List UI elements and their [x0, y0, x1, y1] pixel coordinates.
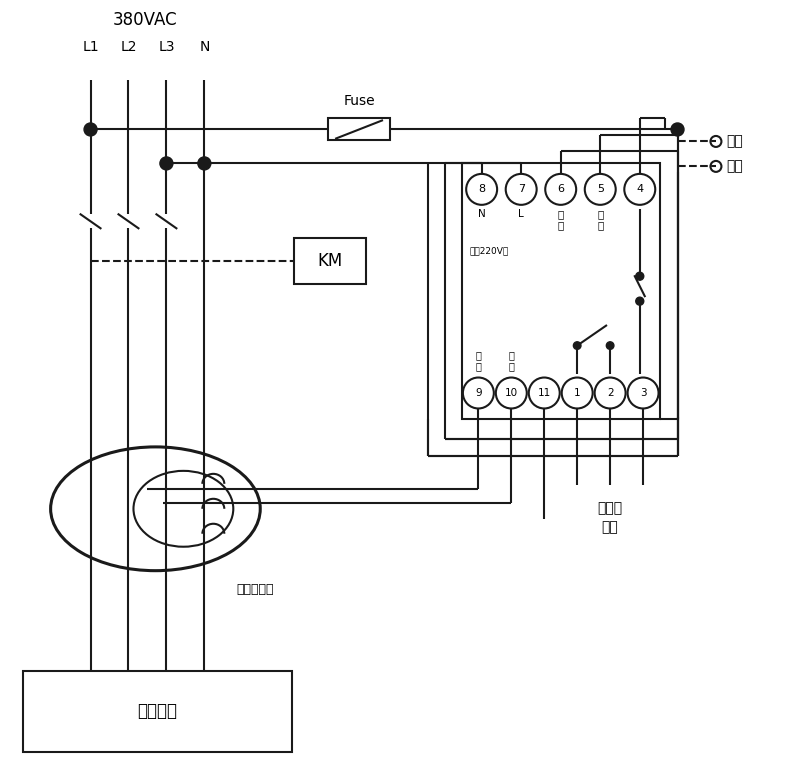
Bar [328, 119, 390, 141]
Text: 用户设备: 用户设备 [138, 702, 178, 720]
Text: Fuse: Fuse [343, 94, 375, 108]
Text: KM: KM [318, 252, 342, 270]
Circle shape [574, 342, 581, 349]
Text: 零序互感器: 零序互感器 [237, 583, 274, 596]
Text: L2: L2 [120, 40, 137, 54]
Circle shape [84, 123, 97, 136]
Text: 自锁: 自锁 [726, 134, 743, 148]
Bar [294, 238, 366, 284]
Text: L3: L3 [158, 40, 174, 54]
Text: 2: 2 [607, 388, 614, 398]
Text: N: N [478, 209, 486, 219]
Text: 7: 7 [518, 184, 525, 194]
Text: 11: 11 [538, 388, 551, 398]
Circle shape [636, 273, 644, 280]
Bar [22, 671, 292, 752]
Circle shape [198, 157, 211, 170]
Text: 电源220V～: 电源220V～ [470, 247, 509, 255]
Text: 接声光
报警: 接声光 报警 [598, 501, 622, 534]
Text: L: L [518, 209, 524, 219]
Bar [462, 163, 659, 419]
Circle shape [160, 157, 173, 170]
Text: 信
号: 信 号 [475, 350, 482, 371]
Text: 5: 5 [597, 184, 604, 194]
Text: 380VAC: 380VAC [113, 11, 178, 29]
Text: 9: 9 [475, 388, 482, 398]
Text: 信
号: 信 号 [508, 350, 514, 371]
Circle shape [671, 123, 684, 136]
Text: 试
验: 试 验 [597, 209, 603, 230]
Text: 10: 10 [505, 388, 518, 398]
Text: N: N [199, 40, 210, 54]
Circle shape [636, 297, 644, 305]
Text: 3: 3 [640, 388, 646, 398]
Text: 4: 4 [636, 184, 643, 194]
Text: 试
验: 试 验 [558, 209, 564, 230]
Text: 开关: 开关 [726, 159, 743, 173]
Text: 8: 8 [478, 184, 486, 194]
Circle shape [606, 342, 614, 349]
Text: 1: 1 [574, 388, 581, 398]
Text: L1: L1 [82, 40, 99, 54]
Text: 6: 6 [558, 184, 564, 194]
